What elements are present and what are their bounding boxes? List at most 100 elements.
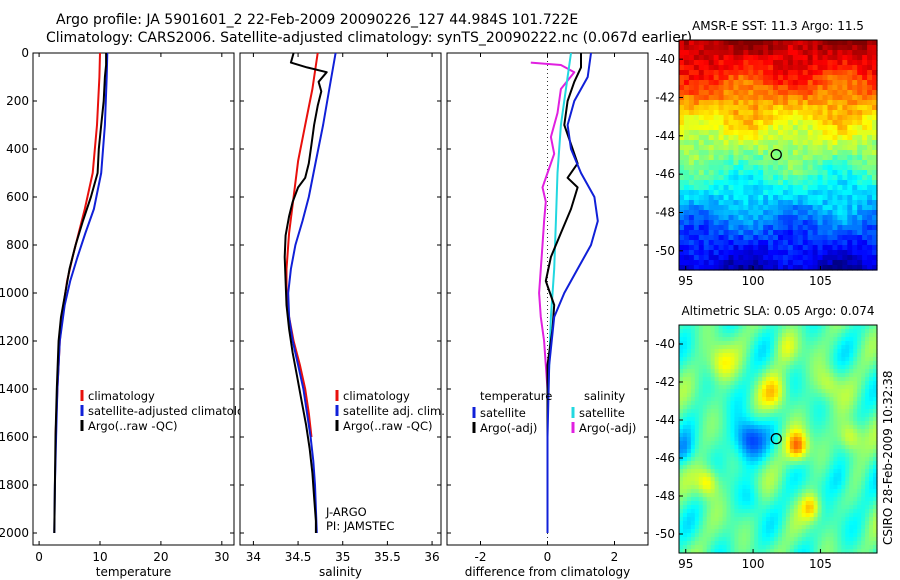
heatmap-cell	[837, 437, 842, 442]
heatmap-cell	[758, 533, 763, 538]
heatmap-cell	[807, 85, 814, 91]
heatmap-cell	[857, 401, 862, 406]
heatmap-cell	[817, 90, 824, 96]
heatmap-cell	[690, 533, 696, 538]
heatmap-cell	[778, 100, 784, 106]
heatmap-cell	[734, 493, 739, 498]
heatmap-cell	[802, 160, 809, 166]
heatmap-cell	[714, 369, 720, 374]
heatmap-cell	[778, 325, 783, 330]
heatmap-cell	[718, 473, 724, 478]
heatmap-cell	[679, 441, 684, 446]
heatmap-cell	[748, 165, 754, 171]
heatmap-cell	[774, 481, 779, 486]
heatmap-cell	[841, 549, 846, 554]
heatmap-cell	[738, 441, 743, 446]
heatmap-cell	[789, 373, 795, 378]
heatmap-cell	[718, 95, 725, 101]
heatmap-cell	[748, 220, 754, 226]
heatmap-cell	[750, 405, 755, 410]
heatmap-cell	[789, 457, 795, 462]
heatmap-cell	[852, 55, 858, 61]
heatmap-cell	[813, 537, 819, 542]
heatmap-cell	[821, 545, 827, 550]
heatmap-cell	[679, 369, 684, 374]
heatmap-cell	[708, 60, 715, 66]
heatmap-cell	[872, 140, 878, 146]
heatmap-cell	[845, 341, 850, 346]
heatmap-cell	[841, 425, 846, 430]
heatmap-cell	[694, 525, 700, 530]
heatmap-cell	[763, 235, 769, 241]
heatmap-cell	[837, 337, 842, 342]
heatmap-cell	[861, 537, 866, 542]
heatmap-cell	[825, 509, 831, 514]
heatmap-cell	[857, 477, 862, 482]
heatmap-cell	[809, 381, 815, 386]
heatmap-cell	[686, 329, 692, 334]
heatmap-cell	[763, 125, 769, 131]
heatmap-cell	[817, 401, 823, 406]
heatmap-cell	[679, 413, 684, 418]
heatmap-cell	[801, 453, 807, 458]
heatmap-cell	[832, 115, 838, 121]
heatmap-cell	[873, 453, 878, 458]
heatmap-cell	[842, 205, 848, 211]
heatmap-cell	[852, 155, 858, 161]
heatmap-cell	[805, 493, 811, 498]
heatmap-cell	[842, 85, 848, 91]
heatmap-cell	[718, 329, 724, 334]
heatmap-cell	[750, 409, 755, 414]
heatmap-cell	[801, 477, 807, 482]
heatmap-cell	[750, 493, 755, 498]
heatmap-cell	[708, 80, 715, 86]
heatmap-cell	[743, 250, 749, 256]
heatmap-cell	[852, 65, 858, 71]
heatmap-cell	[690, 453, 696, 458]
heatmap-cell	[690, 349, 696, 354]
heatmap-cell	[778, 409, 783, 414]
heatmap-cell	[825, 441, 831, 446]
heatmap-cell	[726, 341, 732, 346]
heatmap-cell	[853, 517, 858, 522]
heatmap-cell	[754, 405, 759, 410]
heatmap-cell	[763, 175, 769, 181]
heatmap-cell	[738, 265, 744, 271]
heatmap-cell	[722, 405, 728, 410]
heatmap-cell	[797, 357, 803, 362]
heatmap-cell	[813, 345, 819, 350]
heatmap-cell	[812, 180, 819, 186]
heatmap-cell	[762, 453, 767, 458]
heatmap-cell	[679, 425, 684, 430]
heatmap-cell	[842, 240, 848, 246]
heatmap-cell	[762, 337, 767, 342]
heatmap-cell	[813, 401, 819, 406]
heatmap-cell	[865, 425, 870, 430]
heatmap-cell	[758, 210, 764, 216]
heatmap-cell	[766, 493, 771, 498]
heatmap-cell	[722, 445, 728, 450]
heatmap-cell	[774, 461, 779, 466]
heatmap-cell	[812, 155, 819, 161]
heatmap-cell	[748, 195, 754, 201]
heatmap-cell	[722, 409, 728, 414]
heatmap-cell	[774, 457, 779, 462]
heatmap-cell	[710, 329, 716, 334]
heatmap-cell	[832, 215, 838, 221]
heatmap-cell	[802, 185, 809, 191]
heatmap-cell	[822, 100, 829, 106]
heatmap-cell	[702, 401, 708, 406]
heatmap-cell	[748, 90, 754, 96]
heatmap-cell	[682, 457, 688, 462]
heatmap-cell	[723, 220, 730, 226]
heatmap-cell	[748, 200, 754, 206]
x-tick-label: 35	[335, 550, 350, 564]
heatmap-cell	[698, 357, 704, 362]
heatmap-cell	[734, 385, 739, 390]
heatmap-cell	[807, 90, 814, 96]
heatmap-cell	[809, 493, 815, 498]
heatmap-cell	[792, 205, 799, 211]
heatmap-cell	[847, 265, 853, 271]
heatmap-cell	[713, 135, 720, 141]
heatmap-cell	[714, 401, 720, 406]
